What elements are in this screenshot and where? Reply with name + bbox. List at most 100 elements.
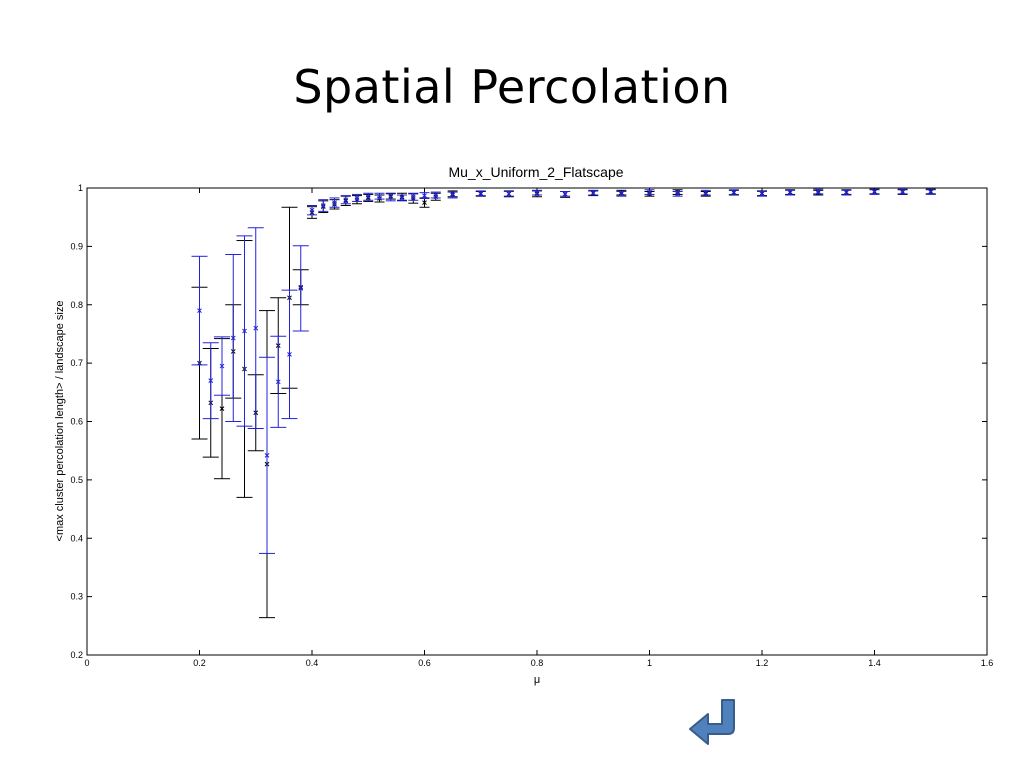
data-point-stroke [365,194,371,200]
data-point-stroke [343,197,349,203]
x-tick-label: 1.4 [868,658,881,668]
data-point [731,189,737,195]
data-point-stroke [590,190,596,196]
data-point [422,200,427,205]
data-point-stroke [388,194,394,200]
data-point-stroke [534,190,540,196]
data-point-stroke [675,191,680,197]
data-point [759,191,765,197]
y-tick-label: 0.6 [70,417,83,427]
data-point [388,194,394,200]
data-point-stroke [872,189,877,195]
data-point-stroke [332,200,337,205]
data-point-stroke [422,200,427,205]
y-axis-label: <max cluster percolation length> / lands… [54,301,66,542]
return-arrow-icon [689,699,735,745]
data-point [815,189,821,194]
series-layer [191,188,936,619]
data-point-stroke [354,195,360,201]
data-point-stroke [928,189,934,195]
slide-title: Spatial Percolation [293,60,731,114]
data-point [450,192,455,198]
chart-title: Mu_x_Uniform_2_Flatscape [448,164,624,180]
data-point-stroke [562,191,568,197]
data-point-stroke [219,363,225,369]
percolation-chart: 0 0.2 0.4 0.6 0.8 1 1.2 1.4 1.60.20.30.40.50.60.… [54,183,994,686]
data-point [219,363,225,369]
data-point-stroke [759,191,765,197]
data-point [287,352,292,357]
data-point-stroke [399,195,405,201]
return-button[interactable] [688,698,738,746]
data-point-stroke [309,207,315,213]
data-point-stroke [208,378,214,383]
data-point [619,191,624,197]
data-point-stroke [433,192,439,198]
y-tick-label: 0.2 [70,650,83,660]
data-point-stroke [619,191,624,197]
data-point [275,379,281,385]
x-tick-label: 1.6 [981,658,994,668]
series-1 [191,188,936,554]
y-tick-label: 0.7 [70,358,83,368]
data-point-stroke [450,192,455,198]
data-point [264,453,270,458]
data-point [242,328,247,334]
x-tick-label: 0 [84,658,89,668]
data-point-stroke [320,203,326,208]
data-point-stroke [287,352,292,357]
data-point [534,190,540,196]
data-point [928,189,934,195]
data-point-stroke [253,325,259,331]
y-tick-label: 1 [78,183,83,193]
x-tick-label: 1 [647,658,652,668]
data-point [900,189,905,194]
data-point [365,194,371,200]
data-point [343,197,349,203]
data-point [844,190,849,196]
data-point-stroke [242,328,247,334]
data-point-stroke [298,286,304,291]
data-point [422,193,427,198]
data-point-stroke [377,193,382,199]
x-tick-label: 0.2 [193,658,206,668]
data-point [399,195,405,201]
data-point [872,189,877,195]
data-point [377,193,382,199]
data-point [309,207,315,213]
data-point-stroke [197,308,202,313]
data-point [647,189,652,195]
data-point [703,190,709,196]
data-point [354,195,360,201]
y-tick-label: 0.3 [70,592,83,602]
data-point-stroke [422,193,427,198]
data-point [410,194,416,200]
data-point [675,191,680,197]
x-tick-label: 0.8 [531,658,544,668]
data-point-stroke [264,453,270,458]
data-point [253,325,259,331]
y-tick-label: 0.4 [70,533,83,543]
data-point-stroke [900,189,905,194]
data-point [590,190,596,196]
data-point-stroke [815,189,821,194]
data-point-stroke [844,190,849,196]
data-point [506,191,512,197]
x-axis-label: μ [534,674,540,686]
data-point-stroke [230,335,236,341]
y-tick-label: 0.9 [70,241,83,251]
data-point [230,335,236,341]
data-point-stroke [219,406,225,412]
data-point [562,191,568,197]
data-point-stroke [787,190,793,196]
data-point-stroke [506,191,512,197]
y-tick-label: 0.5 [70,475,83,485]
data-point [298,286,304,291]
data-point-stroke [731,189,737,195]
data-point [478,190,484,196]
data-point-stroke [703,190,709,196]
x-tick-label: 1.2 [756,658,769,668]
y-tick-label: 0.8 [70,300,83,310]
data-point [433,192,439,198]
data-point [197,308,202,313]
